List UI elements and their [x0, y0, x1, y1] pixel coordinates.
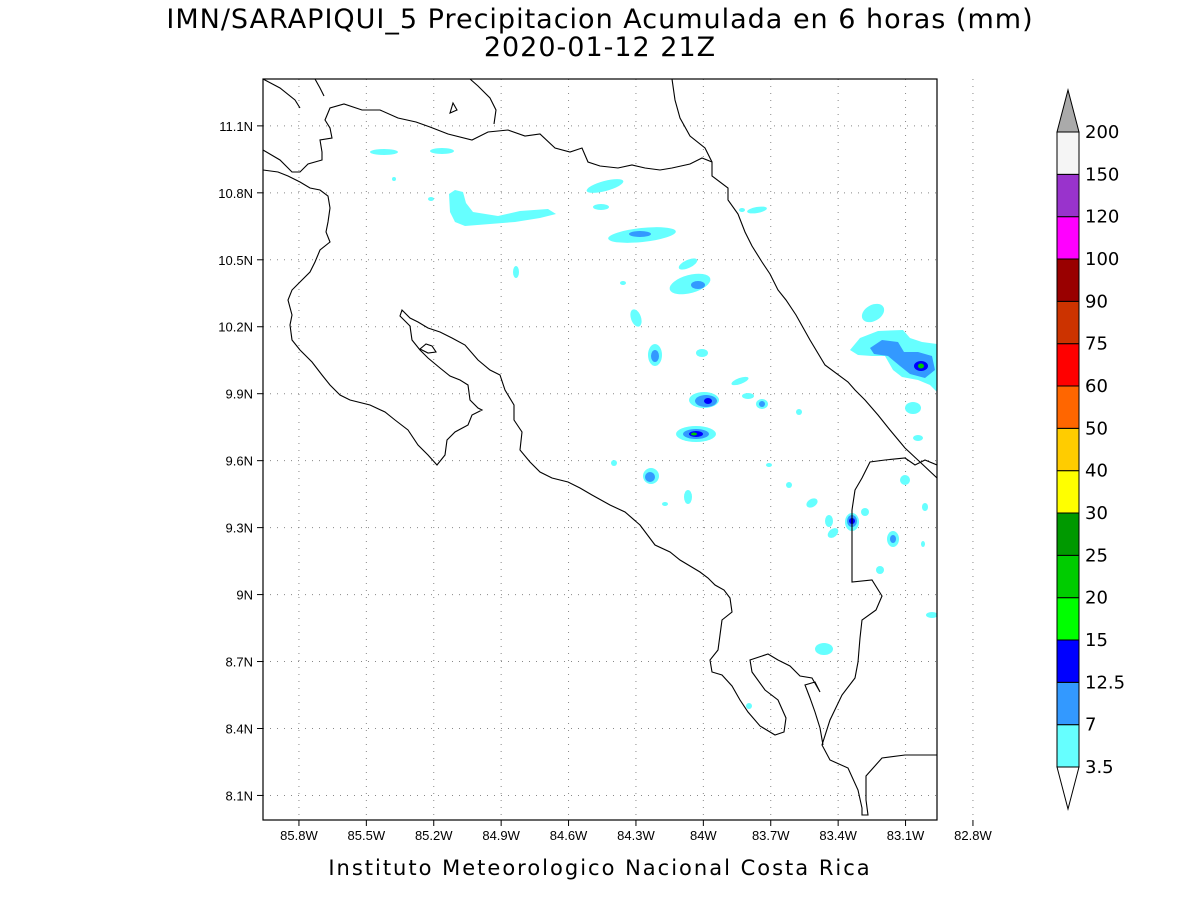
- nicoya-gulf-island: [419, 343, 437, 354]
- map-frame: [262, 78, 938, 821]
- lake-shore-north: [263, 79, 497, 125]
- lon-tick-label: 83.4W: [819, 828, 857, 843]
- colorbar-label: 3.5: [1085, 757, 1114, 778]
- colorbar-label: 50: [1085, 418, 1108, 439]
- colorbar-label: 200: [1085, 122, 1119, 143]
- map-title: IMN/SARAPIQUI_5 Precipitacion Acumulada …: [166, 4, 1034, 35]
- colorbar-label: 15: [1085, 630, 1108, 651]
- coastline-and-borders: [263, 79, 937, 816]
- footer-institution: Instituto Meteorologico Nacional Costa R…: [328, 856, 872, 880]
- lat-tick-label: 9.9N: [226, 387, 253, 402]
- lat-tick-label: 8.4N: [226, 721, 253, 736]
- country-outline: [263, 103, 937, 816]
- colorbar-label: 12.5: [1085, 672, 1125, 693]
- colorbar-bin: [1056, 470, 1080, 514]
- lat-tick-label: 9N: [236, 588, 253, 603]
- colorbar-upper-arrow: [1056, 88, 1080, 133]
- colorbar-label: 7: [1085, 715, 1096, 736]
- precip-band-3-5: [370, 148, 937, 709]
- lat-tick-label: 10.8N: [218, 186, 253, 201]
- lat-tick-label: 8.1N: [226, 788, 253, 803]
- colorbar-label: 150: [1085, 164, 1119, 185]
- colorbar-label: 75: [1085, 334, 1108, 355]
- colorbar-bin: [1056, 639, 1080, 683]
- colorbar-label: 120: [1085, 207, 1119, 228]
- colorbar-label: 40: [1085, 461, 1108, 482]
- nicaragua-border-east: [671, 79, 713, 163]
- lon-tick-label: 84.3W: [617, 828, 655, 843]
- lon-tick-label: 84W: [690, 828, 717, 843]
- lat-lon-grid: [263, 79, 974, 820]
- axis-ticks: 85.8W 85.5W 85.2W 84.9W 84.6W 84.3W 84W 83.7W 83…: [218, 119, 992, 843]
- colorbar-label: 60: [1085, 376, 1108, 397]
- colorbar-lower-arrow: [1056, 766, 1080, 811]
- lake-nicaragua-islet: [449, 101, 458, 114]
- lon-tick-label: 85.5W: [348, 828, 386, 843]
- colorbar: 3.5 7 12.5 15 20 25 30 40 50 60 75 90 100 120 150 200: [1056, 88, 1125, 811]
- lat-tick-label: 9.3N: [226, 521, 253, 536]
- colorbar-bin: [1056, 258, 1080, 302]
- lon-tick-label: 85.8W: [280, 828, 318, 843]
- colorbar-label: 30: [1085, 503, 1108, 524]
- lat-tick-label: 11.1N: [219, 119, 253, 134]
- lon-tick-label: 84.9W: [482, 828, 520, 843]
- lon-tick-label: 83.1W: [887, 828, 925, 843]
- colorbar-bin: [1056, 216, 1080, 260]
- map-background: [263, 79, 937, 820]
- lon-tick-label: 82.8W: [954, 828, 992, 843]
- colorbar-bin: [1056, 724, 1080, 768]
- colorbar-bin: [1056, 131, 1080, 175]
- colorbar-bin: [1056, 173, 1080, 218]
- lon-tick-label: 83.7W: [752, 828, 790, 843]
- lon-tick-label: 84.6W: [550, 828, 588, 843]
- colorbar-bin: [1056, 427, 1080, 472]
- precipitation-field: [370, 148, 937, 709]
- lat-tick-label: 10.2N: [218, 320, 253, 335]
- lat-tick-label: 10.5N: [218, 253, 253, 268]
- colorbar-bin: [1056, 343, 1080, 387]
- colorbar-bin: [1056, 300, 1080, 345]
- colorbar-label: 25: [1085, 545, 1108, 566]
- lat-tick-label: 8.7N: [226, 655, 253, 670]
- colorbar-label: 90: [1085, 291, 1108, 312]
- precip-band-20: [691, 363, 924, 436]
- colorbar-bin: [1056, 681, 1080, 726]
- colorbar-label: 100: [1085, 249, 1119, 270]
- lon-tick-label: 85.2W: [415, 828, 453, 843]
- colorbar-label: 20: [1085, 588, 1108, 609]
- colorbar-bin: [1056, 597, 1080, 641]
- lat-tick-label: 9.6N: [226, 454, 253, 469]
- colorbar-bin: [1056, 554, 1080, 599]
- colorbar-bin: [1056, 385, 1080, 429]
- map-subtitle-datetime: 2020-01-12 21Z: [483, 32, 717, 63]
- colorbar-bin: [1056, 512, 1080, 556]
